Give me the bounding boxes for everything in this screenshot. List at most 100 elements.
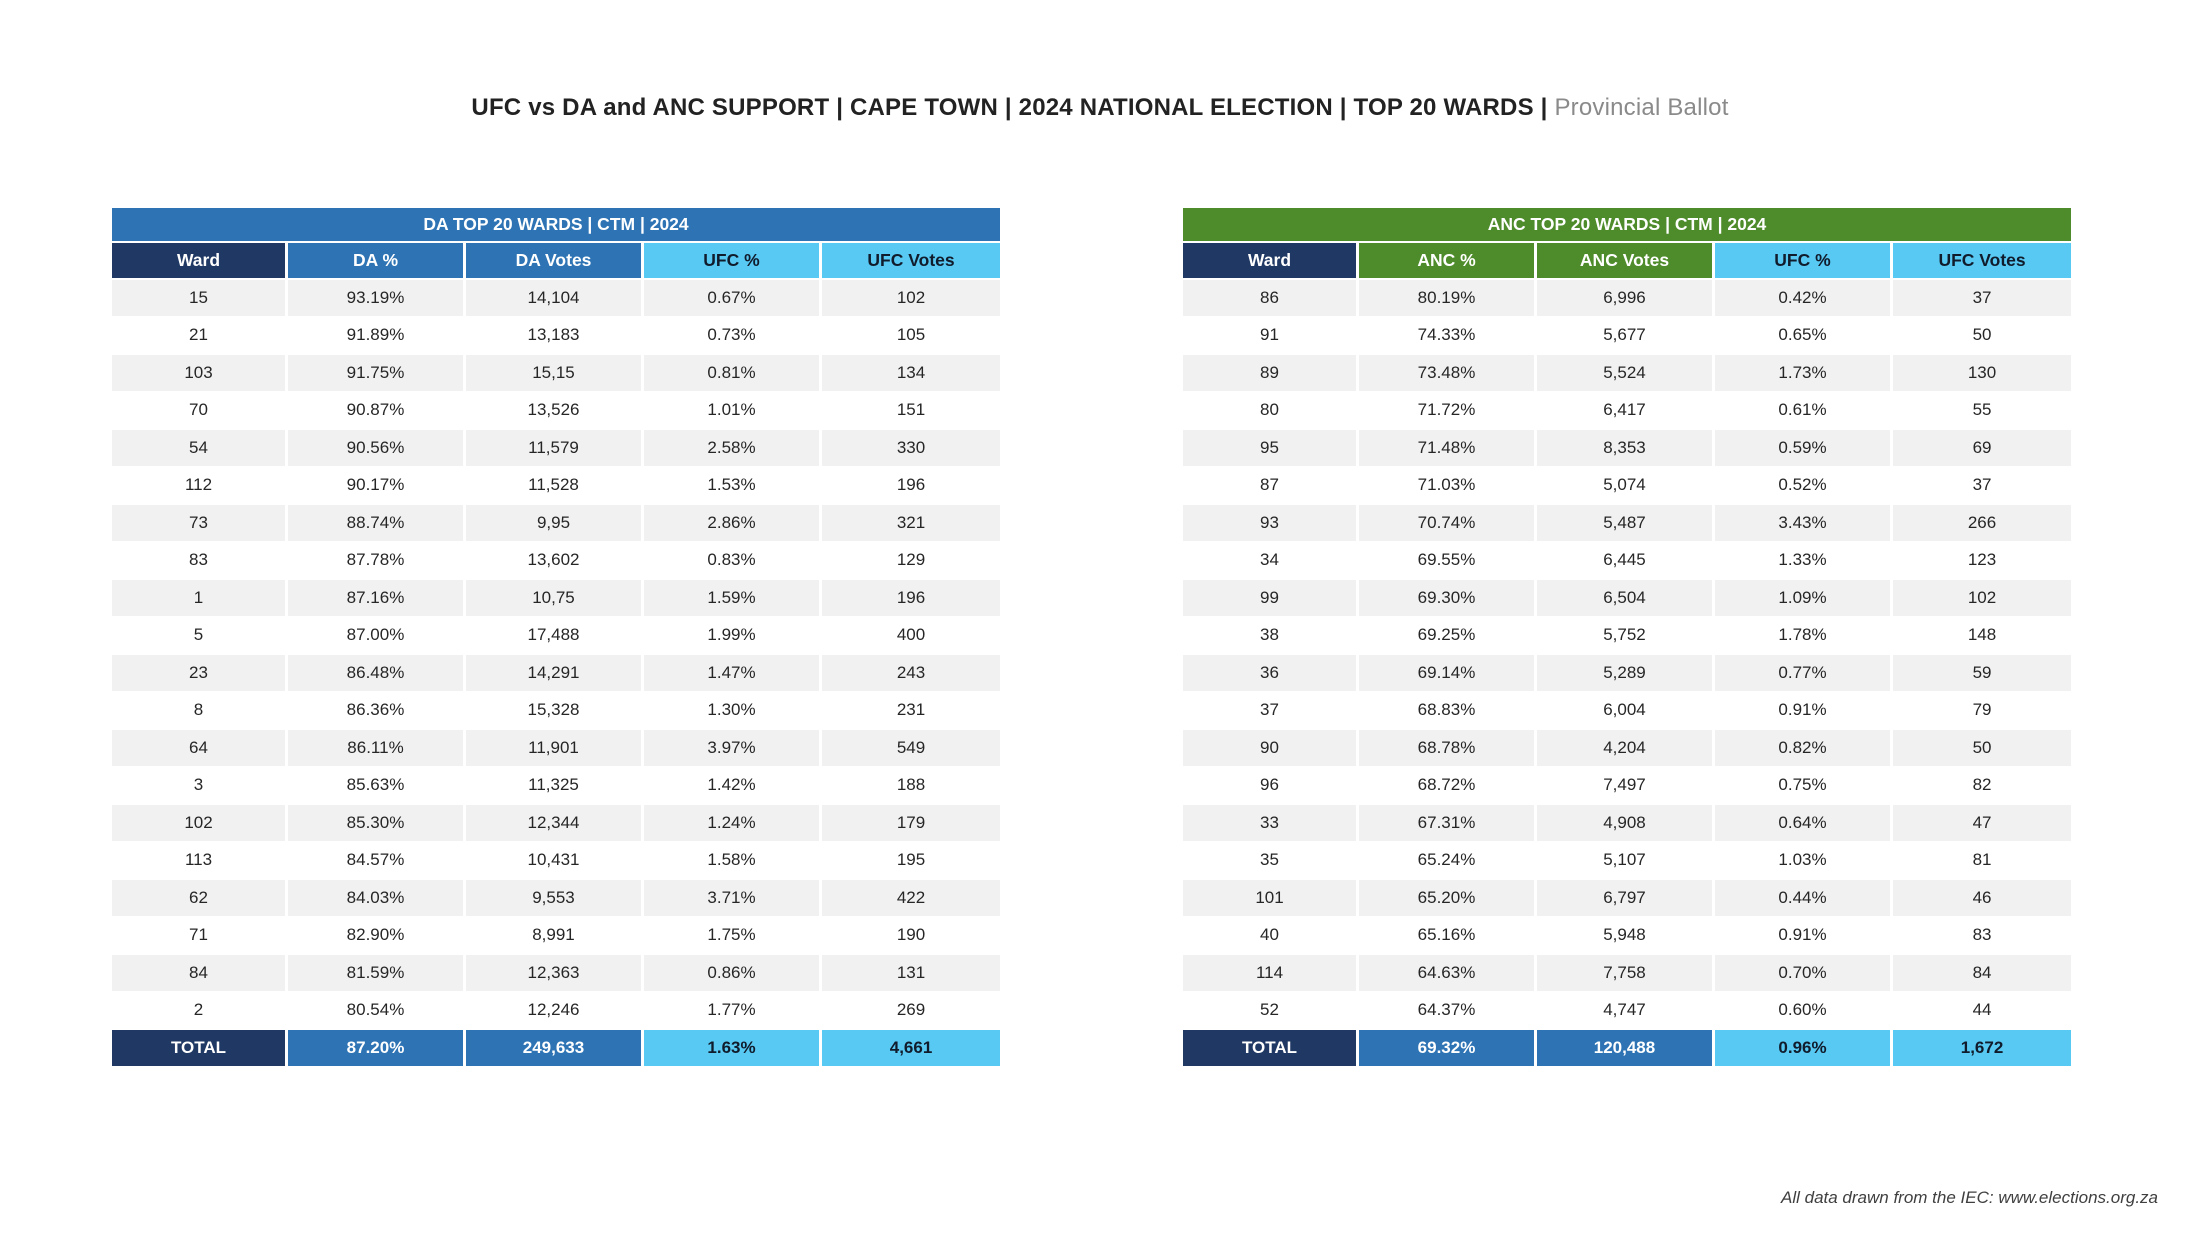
table-cell: 91.89% [288,317,466,355]
table-row: 112 90.17% 11,528 1.53% 196 [112,467,1001,505]
table-cell: 3.43% [1715,505,1893,543]
table-cell: 85.63% [288,767,466,805]
table-cell: 0.73% [644,317,822,355]
table-row: 33 67.31% 4,908 0.64% 47 [1183,805,2072,843]
table-cell: 8 [112,692,288,730]
table-row: 102 85.30% 12,344 1.24% 179 [112,805,1001,843]
table-cell: 71.48% [1359,430,1537,468]
table-row: 71 82.90% 8,991 1.75% 190 [112,917,1001,955]
table-cell: 84 [1893,955,2072,993]
table-cell: 6,445 [1537,542,1715,580]
column-header-anc-votes: ANC Votes [1537,243,1715,280]
table-row: 114 64.63% 7,758 0.70% 84 [1183,955,2072,993]
table-row: 95 71.48% 8,353 0.59% 69 [1183,430,2072,468]
table-cell: 86.36% [288,692,466,730]
table-cell: 69 [1893,430,2072,468]
column-header-ufc-votes: UFC Votes [822,243,1001,280]
table-row: 103 91.75% 15,15 0.81% 134 [112,355,1001,393]
table-cell: 6,504 [1537,580,1715,618]
table-cell: 1.53% [644,467,822,505]
column-header-da-: DA % [288,243,466,280]
table-cell: 84.57% [288,842,466,880]
table-cell: 1.47% [644,655,822,693]
table-row: 73 88.74% 9,95 2.86% 321 [112,505,1001,543]
table-cell: 1.30% [644,692,822,730]
table-cell: 330 [822,430,1001,468]
table-cell: 91 [1183,317,1359,355]
table-row: 40 65.16% 5,948 0.91% 83 [1183,917,2072,955]
table-cell: 0.67% [644,280,822,318]
table-row: 87 71.03% 5,074 0.52% 37 [1183,467,2072,505]
table-cell: 5,948 [1537,917,1715,955]
table-row: 62 84.03% 9,553 3.71% 422 [112,880,1001,918]
table-cell: 6,797 [1537,880,1715,918]
table-cell: 90.87% [288,392,466,430]
table-cell: 73 [112,505,288,543]
table-cell: 190 [822,917,1001,955]
total-cell: 4,661 [822,1030,1001,1068]
table-cell: 65.20% [1359,880,1537,918]
table-cell: 1.78% [1715,617,1893,655]
table-cell: 68.72% [1359,767,1537,805]
total-label: TOTAL [1183,1030,1359,1068]
table-cell: 96 [1183,767,1359,805]
table-cell: 195 [822,842,1001,880]
anc-top-wards-table: ANC TOP 20 WARDS | CTM | 2024 Ward ANC % AN… [1183,208,2072,1068]
table-cell: 79 [1893,692,2072,730]
table-cell: 10,75 [466,580,644,618]
column-header-anc-: ANC % [1359,243,1537,280]
table-cell: 83 [1893,917,2072,955]
table-cell: 81.59% [288,955,466,993]
table-cell: 87 [1183,467,1359,505]
table-cell: 6,004 [1537,692,1715,730]
table-cell: 400 [822,617,1001,655]
table-cell: 99 [1183,580,1359,618]
table-cell: 93 [1183,505,1359,543]
table-cell: 5,289 [1537,655,1715,693]
table-cell: 90.56% [288,430,466,468]
table-cell: 86.11% [288,730,466,768]
table-cell: 33 [1183,805,1359,843]
table-cell: 134 [822,355,1001,393]
da-top-wards-table: DA TOP 20 WARDS | CTM | 2024 Ward DA % DA V… [112,208,1001,1068]
table-cell: 266 [1893,505,2072,543]
table-row: 83 87.78% 13,602 0.83% 129 [112,542,1001,580]
table-cell: 8,991 [466,917,644,955]
page-title-separator: | [1533,94,1555,122]
column-header-row: Ward ANC % ANC Votes UFC % UFC Votes [1183,243,2072,280]
table-cell: 0.65% [1715,317,1893,355]
table-cell: 7,497 [1537,767,1715,805]
table-row: 101 65.20% 6,797 0.44% 46 [1183,880,2072,918]
table-cell: 50 [1893,730,2072,768]
table-cell: 34 [1183,542,1359,580]
table-cell: 188 [822,767,1001,805]
total-cell: 87.20% [288,1030,466,1068]
table-row: 91 74.33% 5,677 0.65% 50 [1183,317,2072,355]
table-title: DA TOP 20 WARDS | CTM | 2024 [112,208,1001,243]
table-cell: 50 [1893,317,2072,355]
table-cell: 40 [1183,917,1359,955]
table-cell: 44 [1893,992,2072,1030]
table-cell: 86.48% [288,655,466,693]
table-cell: 2.86% [644,505,822,543]
table-cell: 196 [822,580,1001,618]
total-cell: 120,488 [1537,1030,1715,1068]
table-cell: 1.09% [1715,580,1893,618]
table-cell: 148 [1893,617,2072,655]
column-header-da-votes: DA Votes [466,243,644,280]
table-cell: 64.37% [1359,992,1537,1030]
table-row: 86 80.19% 6,996 0.42% 37 [1183,280,2072,318]
table-cell: 4,908 [1537,805,1715,843]
column-header-ufc-: UFC % [644,243,822,280]
table-row: 89 73.48% 5,524 1.73% 130 [1183,355,2072,393]
table-row: 54 90.56% 11,579 2.58% 330 [112,430,1001,468]
table-title-row: ANC TOP 20 WARDS | CTM | 2024 [1183,208,2072,243]
table-cell: 9,553 [466,880,644,918]
total-row: TOTAL 87.20% 249,633 1.63% 4,661 [112,1030,1001,1068]
table-row: 93 70.74% 5,487 3.43% 266 [1183,505,2072,543]
table-cell: 1.01% [644,392,822,430]
table-cell: 105 [822,317,1001,355]
table-cell: 2.58% [644,430,822,468]
table-row: 34 69.55% 6,445 1.33% 123 [1183,542,2072,580]
table-cell: 0.61% [1715,392,1893,430]
